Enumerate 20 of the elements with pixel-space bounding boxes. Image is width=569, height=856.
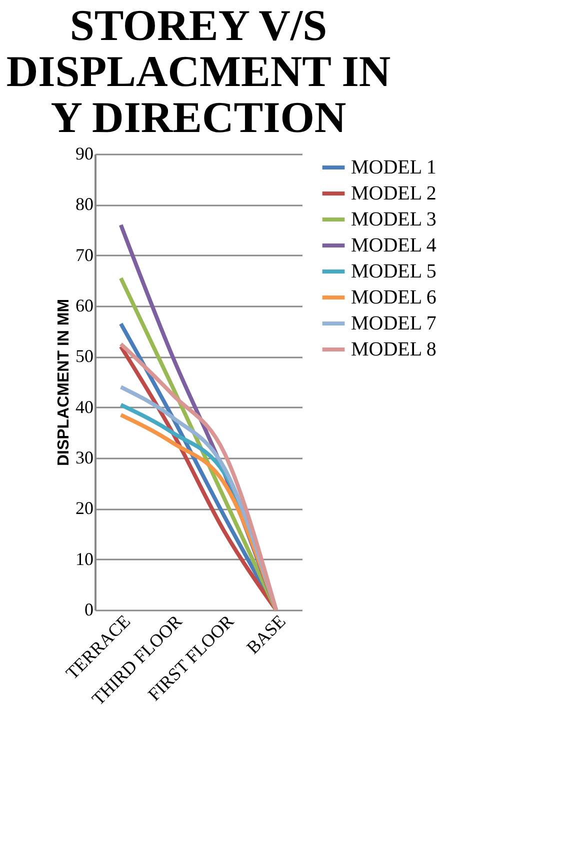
- y-tick-label: 20: [76, 498, 94, 518]
- y-tick-label: 0: [84, 600, 94, 620]
- legend-label: MODEL 4: [351, 234, 436, 256]
- legend-label: MODEL 2: [351, 182, 436, 204]
- y-tick-label: 40: [76, 396, 94, 417]
- chart-title: STOREY V/S DISPLACMENT IN Y DIRECTION: [6, 1, 391, 142]
- legend-label: MODEL 8: [351, 338, 436, 360]
- legend-label: MODEL 7: [351, 312, 436, 334]
- legend-label: MODEL 1: [351, 156, 436, 178]
- y-axis-title: DISPLACMENT IN MM: [56, 298, 72, 466]
- legend-label: MODEL 6: [351, 286, 436, 308]
- y-tick-label: 50: [76, 346, 94, 366]
- y-tick-label: 90: [76, 144, 94, 164]
- y-tick-label: 80: [76, 194, 94, 214]
- legend-label: MODEL 5: [351, 260, 436, 282]
- y-tick-label: 70: [76, 244, 94, 265]
- y-tick-label: 10: [76, 548, 94, 569]
- legend-label: MODEL 3: [351, 208, 436, 230]
- y-tick-label: 60: [76, 296, 94, 316]
- y-tick-label: 30: [76, 448, 94, 468]
